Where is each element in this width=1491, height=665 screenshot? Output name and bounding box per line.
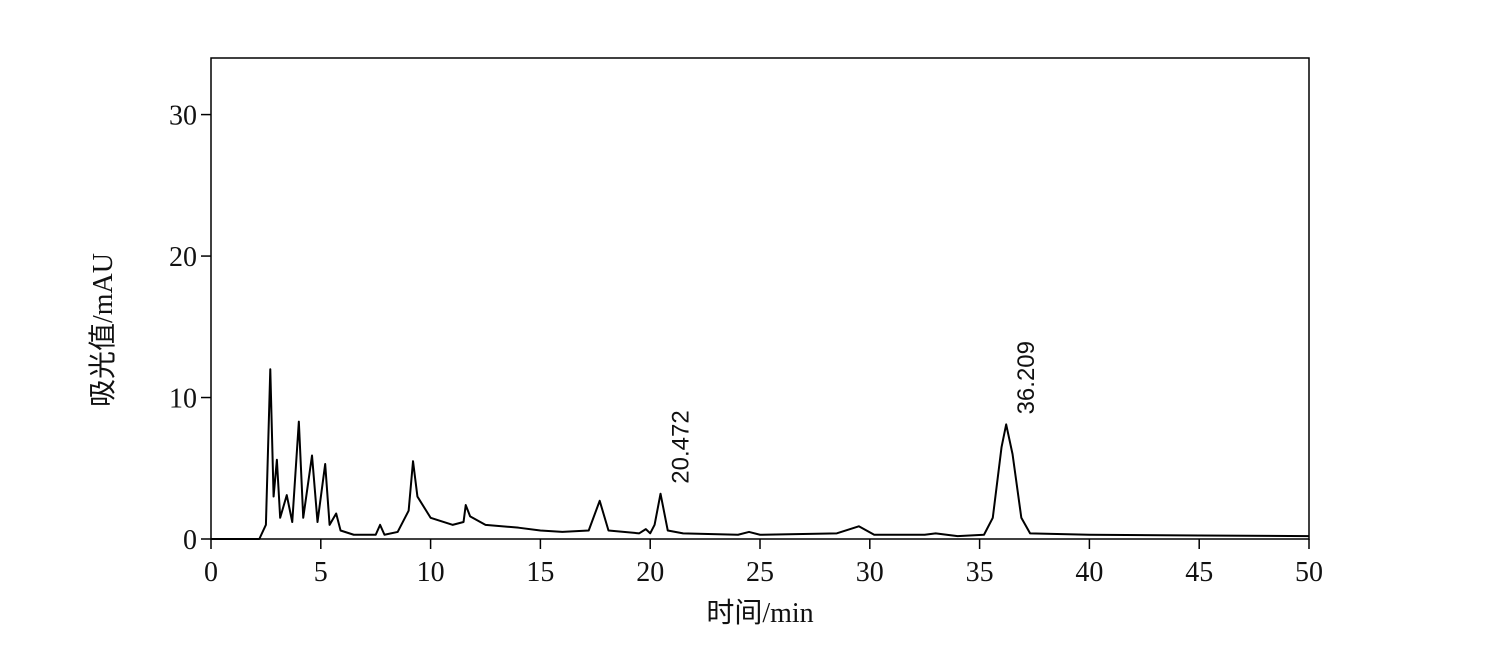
y-tick-label: 10 (169, 384, 197, 415)
x-tick-label: 5 (314, 557, 328, 588)
peak-label: 36.209 (1013, 341, 1040, 414)
x-tick-label: 15 (526, 557, 554, 588)
x-tick-label: 10 (417, 557, 445, 588)
x-tick-label: 25 (746, 557, 774, 588)
x-axis-label: 时间/min (706, 597, 813, 629)
peak-label: 20.472 (668, 410, 695, 483)
x-tick-label: 20 (636, 557, 664, 588)
x-tick-label: 0 (204, 557, 218, 588)
x-tick-label: 35 (966, 557, 994, 588)
x-tick-label: 30 (856, 557, 884, 588)
x-tick-label: 40 (1075, 557, 1103, 588)
y-tick-label: 0 (183, 525, 197, 556)
plot-frame (210, 57, 1310, 540)
y-axis-label: 吸光值/mAU (87, 253, 119, 407)
x-tick-label: 45 (1185, 557, 1213, 588)
trace (211, 368, 1310, 540)
y-tick-label: 20 (169, 242, 197, 273)
x-tick-label: 50 (1295, 557, 1323, 588)
y-tick-label: 30 (169, 101, 197, 132)
